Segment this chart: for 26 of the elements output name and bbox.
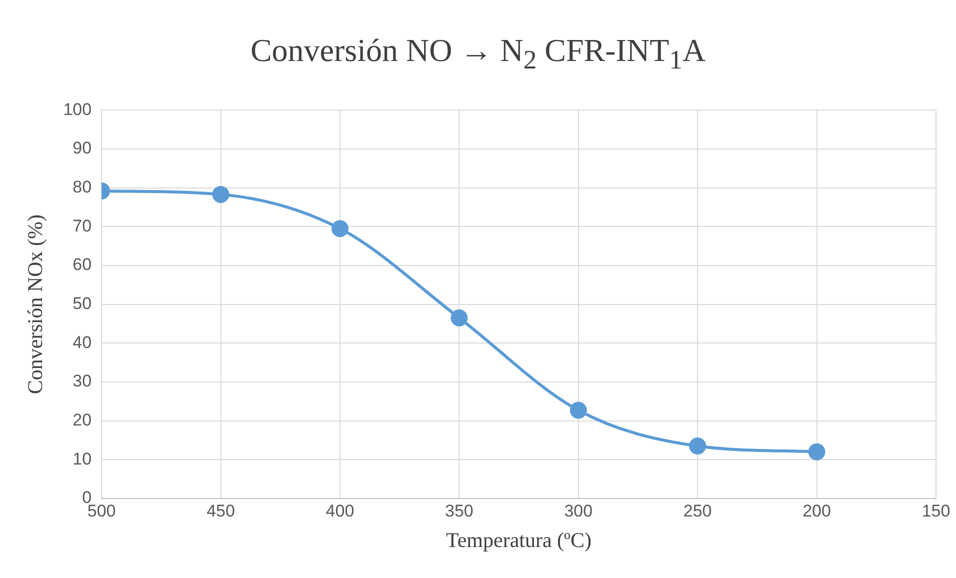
chart-title: Conversión NO → N$_{2}$ CFR-INT$_{1}$A bbox=[249, 31, 707, 76]
x-tick-label: 400 bbox=[326, 501, 354, 520]
y-tick-label: 20 bbox=[72, 410, 92, 430]
point bbox=[212, 186, 230, 203]
y-tick-label: 90 bbox=[72, 138, 92, 158]
x-axis-title: Temperatura (ºC) bbox=[446, 528, 592, 552]
y-tick-label: 10 bbox=[72, 449, 92, 468]
x-tick-label: 150 bbox=[922, 501, 950, 520]
x-tick-label: 450 bbox=[206, 501, 235, 520]
point bbox=[689, 437, 706, 454]
point bbox=[808, 443, 826, 460]
point bbox=[570, 402, 587, 419]
x-tick-label: 250 bbox=[683, 501, 712, 520]
y-tick-label: 40 bbox=[72, 332, 92, 352]
y-tick-label: 60 bbox=[72, 255, 92, 274]
y-tick-label: 80 bbox=[72, 178, 92, 197]
x-tick-label: 300 bbox=[564, 501, 593, 520]
point bbox=[450, 309, 468, 326]
y-tick-label: 70 bbox=[72, 216, 92, 236]
point bbox=[331, 220, 348, 238]
y-tick-label: 50 bbox=[72, 294, 92, 313]
y-tick-label: 30 bbox=[72, 372, 92, 391]
x-tick-label: 200 bbox=[802, 501, 831, 520]
y-axis-title: Conversión NOx (%) bbox=[23, 214, 48, 394]
y-tick-label: 100 bbox=[63, 100, 92, 119]
x-tick-label: 350 bbox=[444, 501, 474, 520]
